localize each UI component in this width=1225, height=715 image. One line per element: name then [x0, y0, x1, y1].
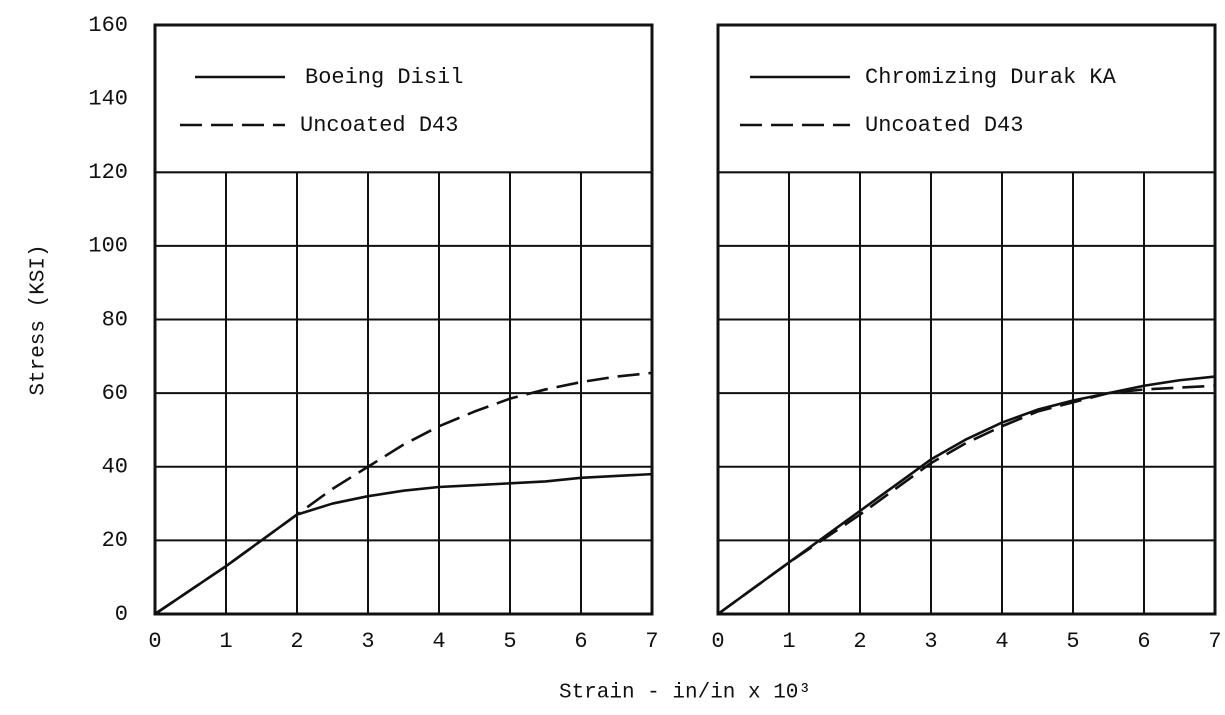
series-line [717, 384, 1216, 616]
x-tick-label: 6 [1137, 629, 1150, 654]
x-tick-label: 0 [711, 629, 724, 654]
x-tick-label: 2 [290, 629, 303, 654]
y-tick-label: 140 [88, 86, 128, 111]
x-tick-label: 3 [361, 629, 374, 654]
x-axis-label: Strain - in/in x 10³ [559, 682, 811, 705]
plot-frame [153, 23, 654, 616]
x-tick-label: 6 [574, 629, 587, 654]
y-tick-label: 100 [88, 234, 128, 259]
x-tick-label: 7 [1208, 629, 1221, 654]
legend-label: Uncoated D43 [865, 113, 1023, 138]
x-tick-label: 3 [924, 629, 937, 654]
x-tick-label: 4 [432, 629, 445, 654]
x-tick-label: 1 [782, 629, 795, 654]
y-tick-label: 120 [88, 160, 128, 185]
legend-box [717, 24, 1216, 174]
plot-frame [716, 23, 1217, 616]
y-tick-label: 0 [115, 602, 128, 627]
x-tick-label: 5 [1066, 629, 1079, 654]
y-tick-label: 160 [88, 13, 128, 38]
series-line [154, 371, 653, 616]
y-tick-label: 60 [102, 381, 128, 406]
x-tick-label: 7 [645, 629, 658, 654]
y-tick-label: 80 [102, 307, 128, 332]
x-tick-label: 4 [995, 629, 1008, 654]
legend-label: Boeing Disil [305, 65, 463, 90]
legend-label: Uncoated D43 [300, 113, 458, 138]
x-tick-label: 5 [503, 629, 516, 654]
y-tick-label: 20 [102, 528, 128, 553]
legend-label: Chromizing Durak KA [865, 65, 1117, 90]
x-tick-label: 2 [853, 629, 866, 654]
x-tick-label: 1 [219, 629, 232, 654]
y-axis-label: Stress (KSI) [28, 244, 51, 395]
y-tick-label: 40 [102, 455, 128, 480]
x-tick-label: 0 [148, 629, 161, 654]
series-line [717, 375, 1216, 616]
legend-box [154, 24, 653, 174]
series-line [154, 472, 653, 616]
